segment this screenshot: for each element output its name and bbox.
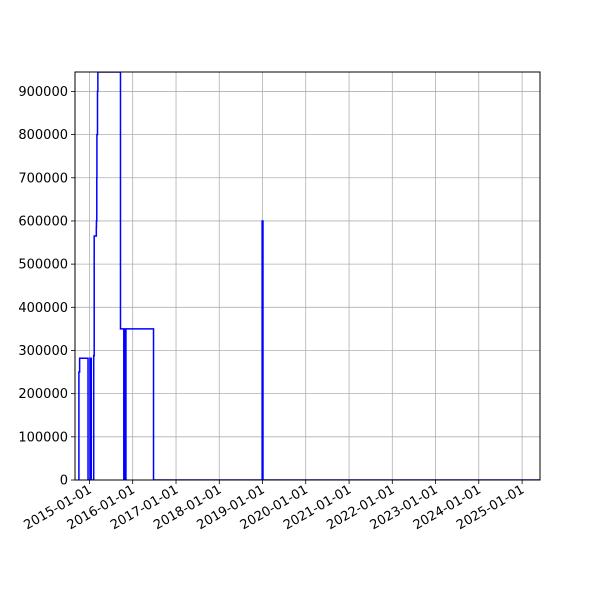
- series-line: [78, 72, 540, 480]
- y-tick-label: 200000: [18, 387, 68, 402]
- y-axis: 0 100000 200000 300000 400000 500000 600000 700…: [18, 85, 75, 489]
- y-tick-label: 800000: [18, 128, 68, 143]
- data-lines: [78, 72, 540, 480]
- y-tick-label: 300000: [18, 344, 68, 359]
- plot-area: [75, 72, 540, 480]
- y-tick-label: 900000: [18, 85, 68, 100]
- y-tick-label: 400000: [18, 301, 68, 316]
- y-tick-label: 100000: [18, 430, 68, 445]
- y-tick-label: 0: [60, 474, 68, 489]
- y-tick-label: 600000: [18, 214, 68, 229]
- y-tick-label: 700000: [18, 171, 68, 186]
- y-tick-label: 500000: [18, 258, 68, 273]
- plot-frame: [74, 71, 541, 481]
